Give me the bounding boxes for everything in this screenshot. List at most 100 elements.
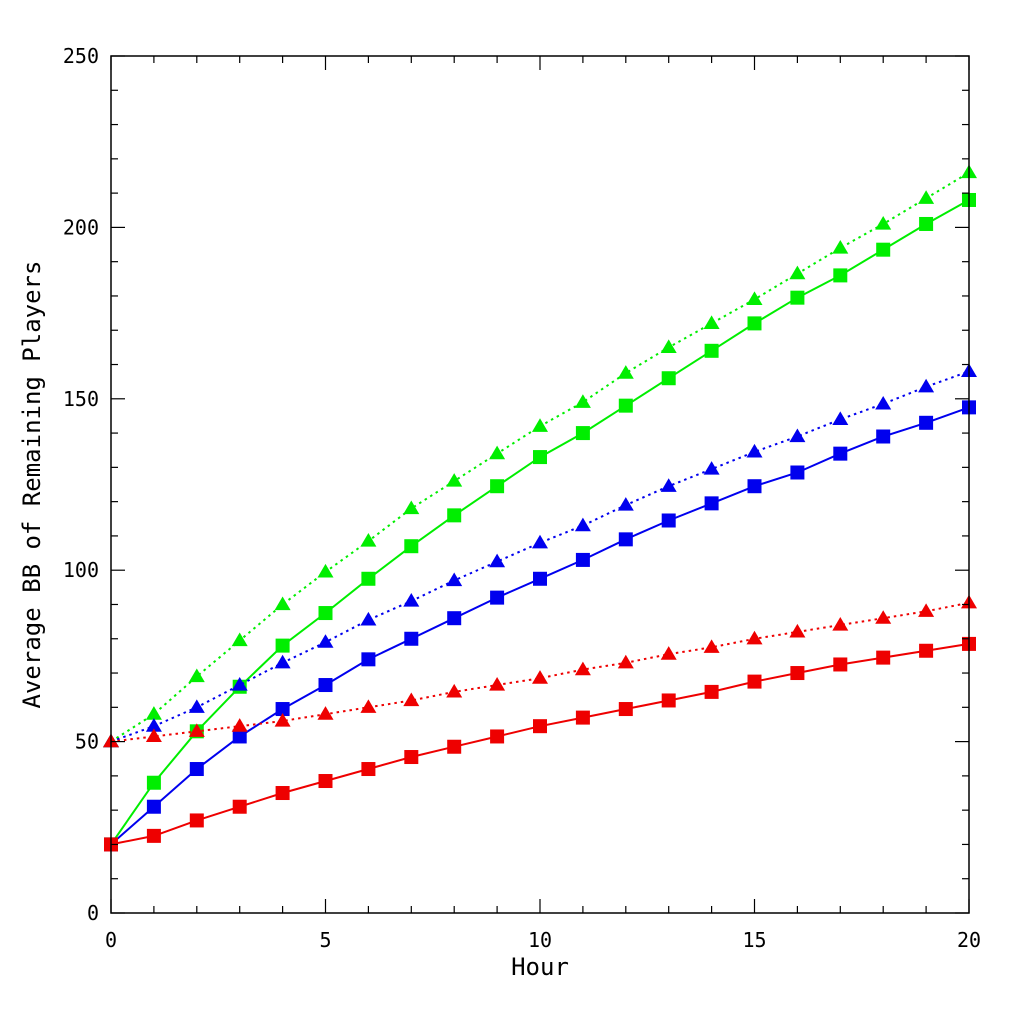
- data-point-triangle: [489, 445, 506, 460]
- data-point-square: [447, 739, 462, 754]
- data-point-square: [661, 693, 676, 708]
- data-point-square: [404, 539, 419, 554]
- data-point-triangle: [317, 563, 334, 578]
- data-point-triangle: [231, 632, 248, 647]
- x-tick-label: 5: [319, 928, 331, 952]
- data-point-square: [189, 813, 204, 828]
- data-point-triangle: [188, 668, 205, 683]
- data-point-triangle: [875, 395, 892, 410]
- data-point-square: [490, 590, 505, 605]
- plot-frame: [110, 55, 970, 914]
- series-2: [104, 192, 976, 852]
- data-point-square: [361, 652, 376, 667]
- series-4: [104, 400, 976, 852]
- data-point-triangle: [188, 699, 205, 713]
- data-point-square: [618, 532, 633, 547]
- data-point-square: [747, 479, 762, 494]
- data-point-triangle: [403, 692, 420, 707]
- data-point-square: [404, 750, 419, 765]
- data-point-triangle: [532, 418, 548, 432]
- data-point-triangle: [145, 706, 162, 720]
- data-point-square: [790, 465, 805, 480]
- data-point-triangle: [446, 683, 463, 698]
- data-point-square: [876, 429, 891, 444]
- data-point-triangle: [660, 478, 677, 492]
- x-tick-label: 15: [742, 928, 766, 952]
- x-tick-label: 0: [105, 928, 117, 952]
- data-point-square: [876, 242, 891, 257]
- data-point-square: [704, 496, 719, 511]
- data-point-square: [575, 426, 590, 441]
- data-point-triangle: [617, 497, 634, 511]
- data-point-triangle: [360, 699, 377, 713]
- data-point-triangle: [317, 706, 334, 720]
- y-tick-label: 200: [63, 215, 99, 239]
- series-5-line: [110, 601, 970, 743]
- series-5: [103, 594, 977, 748]
- data-point-square: [533, 571, 547, 586]
- data-point-triangle: [532, 670, 548, 684]
- y-tick-label: 0: [87, 901, 99, 925]
- series-1: [103, 164, 977, 748]
- data-point-square: [919, 643, 934, 658]
- data-point-triangle: [574, 661, 591, 676]
- data-point-square: [361, 762, 376, 777]
- data-point-triangle: [703, 639, 720, 653]
- y-tick-label: 150: [63, 387, 99, 411]
- data-point-triangle: [918, 378, 935, 393]
- data-point-triangle: [489, 677, 506, 691]
- data-point-square: [661, 371, 676, 386]
- data-point-triangle: [360, 611, 377, 626]
- data-point-square: [704, 684, 719, 699]
- data-point-square: [318, 774, 333, 789]
- data-point-square: [318, 606, 333, 621]
- data-point-triangle: [231, 718, 248, 732]
- data-point-triangle: [317, 634, 334, 648]
- y-axis-title: Average BB of Remaining Players: [18, 261, 46, 709]
- data-point-triangle: [145, 718, 162, 732]
- data-point-square: [232, 799, 247, 814]
- y-tick-label: 50: [75, 730, 99, 754]
- data-point-square: [447, 508, 462, 523]
- data-point-triangle: [746, 291, 763, 305]
- data-point-square: [146, 799, 161, 814]
- data-point-triangle: [703, 315, 720, 329]
- data-point-square: [232, 729, 247, 744]
- x-tick-label: 10: [528, 928, 552, 952]
- data-point-square: [876, 650, 891, 665]
- data-point-square: [833, 268, 848, 283]
- data-point-square: [790, 666, 805, 681]
- series-3-line: [110, 370, 970, 743]
- data-point-triangle: [746, 443, 763, 458]
- data-point-square: [618, 398, 633, 413]
- data-point-triangle: [532, 534, 548, 549]
- data-point-triangle: [188, 723, 205, 737]
- data-point-square: [618, 702, 633, 717]
- data-point-triangle: [446, 473, 463, 487]
- data-point-triangle: [274, 596, 291, 611]
- data-point-triangle: [660, 339, 677, 353]
- data-point-square: [361, 571, 376, 586]
- data-point-square: [447, 611, 462, 626]
- data-point-triangle: [832, 411, 849, 425]
- data-point-square: [146, 828, 161, 843]
- data-point-triangle: [403, 500, 420, 515]
- series-2-line: [110, 199, 970, 845]
- data-point-triangle: [746, 630, 763, 645]
- data-point-triangle: [875, 610, 892, 624]
- data-point-triangle: [875, 215, 892, 230]
- data-point-square: [833, 446, 848, 461]
- data-point-triangle: [789, 265, 806, 280]
- data-point-square: [490, 479, 505, 494]
- series-layer: [103, 164, 977, 852]
- data-point-triangle: [617, 654, 634, 669]
- data-point-square: [275, 786, 290, 801]
- data-point-square: [919, 216, 934, 231]
- data-point-triangle: [574, 394, 591, 408]
- data-point-triangle: [360, 533, 377, 547]
- data-point-triangle: [617, 365, 634, 379]
- data-point-triangle: [231, 677, 248, 691]
- data-point-square: [275, 638, 290, 653]
